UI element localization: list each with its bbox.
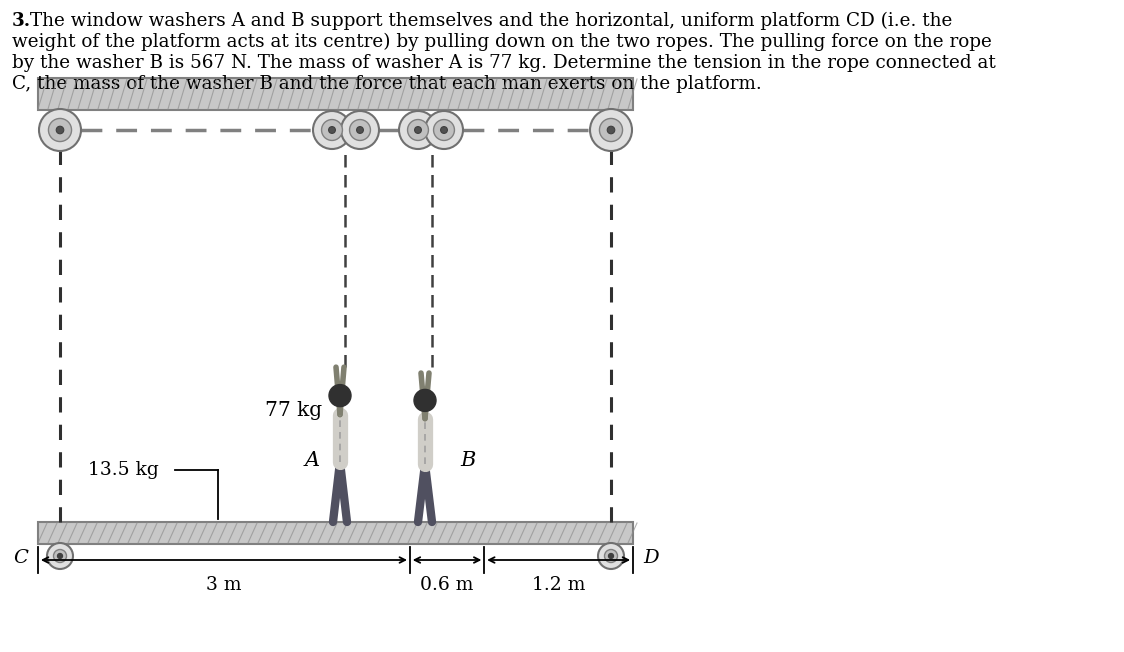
Text: C, the mass of the washer B and the force that each man exerts on the platform.: C, the mass of the washer B and the forc… xyxy=(12,75,762,93)
Circle shape xyxy=(48,119,72,141)
Bar xyxy=(325,115,339,125)
Circle shape xyxy=(312,111,351,149)
Bar xyxy=(353,115,368,125)
Circle shape xyxy=(54,550,66,563)
Text: B: B xyxy=(460,451,475,469)
Bar xyxy=(436,115,452,125)
Text: 1.2 m: 1.2 m xyxy=(532,576,586,594)
Circle shape xyxy=(350,119,371,140)
Bar xyxy=(410,115,426,125)
Text: D: D xyxy=(643,549,659,567)
Text: 77 kg: 77 kg xyxy=(265,400,323,419)
Circle shape xyxy=(57,554,63,559)
Text: The window washers A and B support themselves and the horizontal, uniform platfo: The window washers A and B support thems… xyxy=(30,12,952,30)
Circle shape xyxy=(425,111,463,149)
Bar xyxy=(38,78,633,110)
Circle shape xyxy=(599,119,623,141)
Circle shape xyxy=(39,109,81,151)
Text: weight of the platform acts at its centre) by pulling down on the two ropes. The: weight of the platform acts at its centr… xyxy=(12,33,991,52)
Circle shape xyxy=(341,111,379,149)
Circle shape xyxy=(441,126,447,134)
Text: A: A xyxy=(305,451,320,469)
Bar xyxy=(38,522,633,544)
Circle shape xyxy=(605,550,617,563)
Circle shape xyxy=(598,543,624,569)
Text: 13.5 kg: 13.5 kg xyxy=(88,461,158,479)
Circle shape xyxy=(434,119,454,140)
Bar xyxy=(52,113,69,124)
Circle shape xyxy=(399,111,437,149)
Bar xyxy=(602,113,619,124)
Circle shape xyxy=(329,385,351,407)
Circle shape xyxy=(414,389,436,411)
Circle shape xyxy=(590,109,632,151)
Text: 0.6 m: 0.6 m xyxy=(420,576,473,594)
Circle shape xyxy=(56,126,64,134)
Circle shape xyxy=(415,126,422,134)
Circle shape xyxy=(408,119,428,140)
Circle shape xyxy=(321,119,343,140)
Text: 3.: 3. xyxy=(12,12,31,30)
Text: 3 m: 3 m xyxy=(206,576,242,594)
Text: C: C xyxy=(13,549,28,567)
Circle shape xyxy=(356,126,363,134)
Circle shape xyxy=(47,543,73,569)
Text: by the washer B is 567 N. The mass of washer A is 77 kg. Determine the tension i: by the washer B is 567 N. The mass of wa… xyxy=(12,54,996,72)
Circle shape xyxy=(328,126,335,134)
Circle shape xyxy=(608,554,614,559)
Circle shape xyxy=(607,126,615,134)
